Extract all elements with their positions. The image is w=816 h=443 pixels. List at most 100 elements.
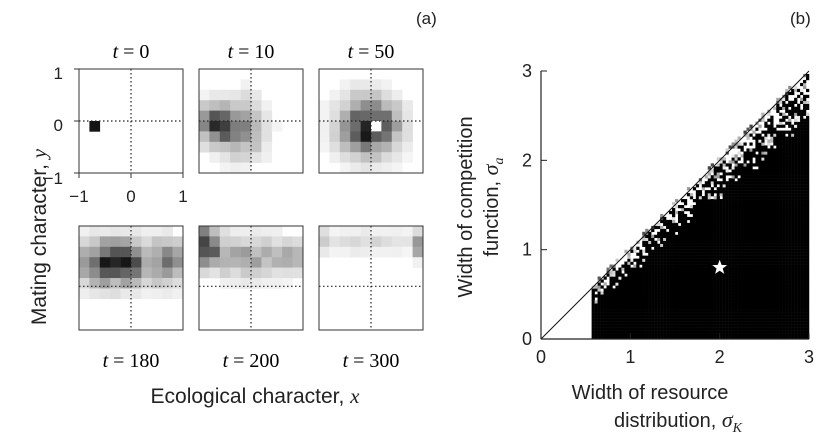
- heatmap-cell: [746, 330, 750, 334]
- heatmap-cell: [648, 273, 652, 277]
- heatmap-cell: [767, 318, 771, 322]
- heatmap-cell: [722, 333, 726, 337]
- heatmap-cell: [776, 297, 780, 301]
- heatmap-cell: [639, 276, 643, 280]
- heatmap-cell: [752, 327, 756, 331]
- heatmap-cell: [764, 187, 768, 191]
- density-cell: [240, 246, 252, 258]
- heatmap-cell: [767, 261, 771, 265]
- heatmap-cell: [677, 300, 682, 304]
- heatmap-cell: [779, 276, 783, 280]
- heatmap-cell: [695, 276, 700, 280]
- heatmap-cell: [704, 246, 709, 250]
- heatmap-cell: [734, 276, 738, 280]
- heatmap-cell: [692, 205, 697, 209]
- heatmap-cell: [651, 237, 655, 241]
- heatmap-cell: [800, 133, 804, 137]
- heatmap-cell: [716, 243, 720, 247]
- heatmap-cell: [755, 175, 759, 179]
- heatmap-cell: [600, 318, 604, 322]
- heatmap-cell: [782, 166, 786, 170]
- heatmap-cell: [752, 315, 756, 319]
- heatmap-cell: [758, 276, 762, 280]
- heatmap-cell: [767, 187, 771, 191]
- heatmap-cell: [791, 312, 795, 316]
- heatmap-cell: [764, 276, 768, 280]
- heatmap-cell: [791, 178, 795, 182]
- heatmap-cell: [666, 240, 670, 244]
- heatmap-cell: [645, 249, 649, 253]
- heatmap-cell: [621, 279, 625, 283]
- density-cell: [381, 121, 393, 132]
- heatmap-cell: [782, 160, 786, 164]
- heatmap-cell: [791, 273, 795, 277]
- heatmap-cell: [612, 291, 616, 295]
- heatmap-cell: [749, 246, 753, 250]
- heatmap-cell: [707, 234, 711, 239]
- heatmap-cell: [648, 312, 652, 316]
- heatmap-cell: [755, 196, 759, 200]
- heatmap-cell: [779, 258, 783, 262]
- heatmap-cell: [716, 255, 720, 259]
- heatmap-cell: [794, 124, 798, 128]
- heatmap-cell: [758, 190, 762, 194]
- heatmap-cell: [713, 321, 717, 325]
- heatmap-cell: [788, 315, 792, 319]
- heatmap-cell: [791, 202, 795, 206]
- density-cell: [240, 162, 252, 174]
- heatmap-cell: [776, 196, 780, 200]
- heatmap-cell: [621, 318, 625, 322]
- heatmap-cell: [645, 288, 649, 292]
- heatmap-cell: [633, 306, 637, 310]
- heatmap-cell: [660, 228, 664, 233]
- heatmap-cell: [806, 288, 810, 292]
- heatmap-cell: [710, 210, 714, 215]
- heatmap-cell: [782, 252, 786, 256]
- density-cell: [89, 121, 101, 132]
- heatmap-cell: [743, 252, 747, 256]
- heatmap-cell: [663, 297, 667, 301]
- heatmap-cell: [630, 312, 634, 316]
- heatmap-cell: [728, 324, 732, 328]
- heatmap-cell: [770, 216, 774, 221]
- heatmap-cell: [740, 187, 744, 191]
- heatmap-cell: [797, 327, 801, 331]
- heatmap-cell: [761, 207, 765, 212]
- heatmap-cell: [770, 136, 774, 140]
- heatmap-cell: [761, 118, 765, 122]
- heatmap-cell: [710, 294, 714, 298]
- heatmap-cell: [660, 279, 664, 283]
- heatmap-cell: [806, 106, 810, 110]
- heatmap-cell: [719, 160, 723, 164]
- density-cell: [339, 236, 351, 248]
- density-cell: [131, 257, 142, 268]
- heatmap-cell: [788, 321, 792, 325]
- heatmap-cell: [710, 237, 714, 241]
- heatmap-cell: [776, 246, 780, 250]
- heatmap-cell: [791, 279, 795, 283]
- heatmap-cell: [716, 234, 720, 239]
- heatmap-cell: [731, 166, 735, 170]
- heatmap-cell: [743, 258, 747, 262]
- density-cell: [240, 267, 252, 279]
- heatmap-cell: [731, 306, 735, 310]
- heatmap-cell: [755, 225, 759, 230]
- heatmap-cell: [734, 240, 738, 244]
- density-cell: [282, 278, 293, 289]
- heatmap-cell: [686, 258, 691, 262]
- heatmap-cell: [788, 285, 792, 289]
- heatmap-cell: [779, 213, 783, 218]
- heatmap-cell: [633, 279, 637, 283]
- density-cell: [199, 131, 210, 143]
- heatmap-cell: [779, 100, 783, 105]
- heatmap-cell: [692, 234, 697, 239]
- heatmap-cell: [731, 237, 735, 241]
- heatmap-cell: [740, 330, 744, 334]
- heatmap-cell: [680, 255, 685, 259]
- heatmap-cell: [719, 309, 723, 313]
- heatmap-cell: [716, 207, 720, 212]
- density-cell: [360, 162, 372, 174]
- heatmap-cell: [770, 202, 774, 206]
- heatmap-cell: [734, 249, 738, 253]
- heatmap-cell: [737, 243, 741, 247]
